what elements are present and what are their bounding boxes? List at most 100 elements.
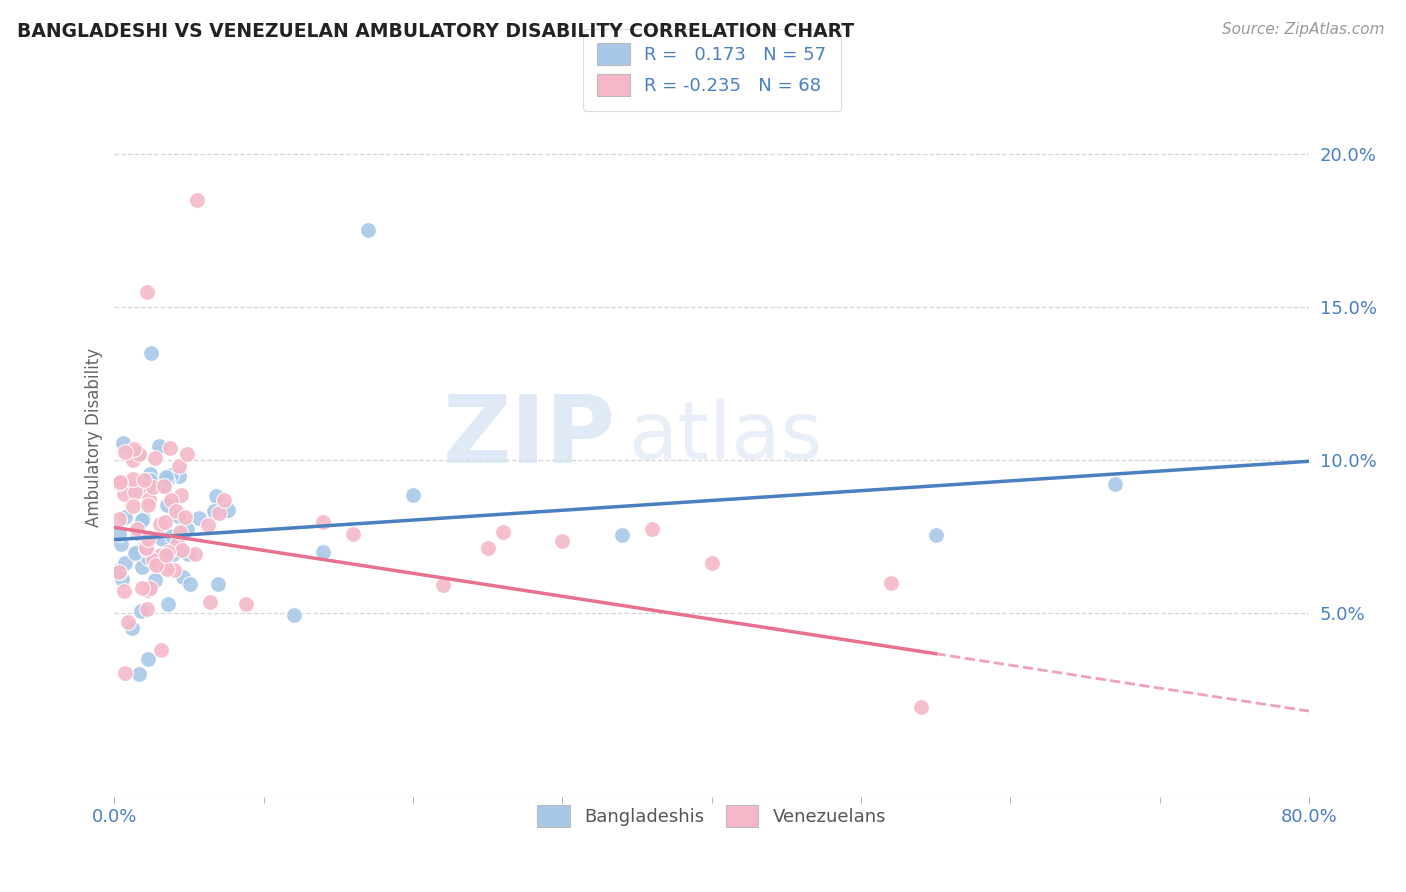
Point (187, 511, 209, 525)
Point (491, 524, 513, 539)
Point (143, 554, 166, 568)
Point (910, 700, 932, 714)
Point (207, 577, 229, 591)
Point (202, 504, 225, 518)
Point (150, 532, 173, 546)
Point (112, 486, 135, 500)
Point (136, 550, 159, 565)
Point (342, 526, 364, 541)
Point (108, 475, 131, 489)
Point (110, 536, 132, 550)
Point (149, 517, 172, 532)
Point (131, 542, 153, 557)
Point (551, 534, 574, 549)
Point (135, 541, 157, 555)
Point (131, 560, 153, 574)
Point (143, 573, 166, 587)
Point (139, 467, 162, 482)
Point (165, 503, 187, 517)
Point (156, 545, 179, 559)
Point (155, 498, 177, 512)
Point (136, 498, 159, 512)
Point (122, 472, 145, 486)
Point (160, 493, 183, 508)
Point (156, 473, 179, 487)
Point (217, 503, 239, 517)
Point (150, 549, 173, 563)
Text: ZIP: ZIP (443, 391, 616, 483)
Point (111, 572, 134, 586)
Point (121, 621, 143, 635)
Point (1104, 476, 1126, 491)
Point (186, 193, 208, 207)
Point (641, 522, 664, 536)
Point (125, 522, 148, 536)
Point (169, 468, 191, 483)
Point (108, 565, 131, 579)
Point (174, 509, 197, 524)
Point (432, 578, 454, 592)
Point (212, 492, 235, 507)
Point (108, 565, 131, 579)
Point (312, 515, 335, 529)
Point (357, 223, 380, 237)
Point (172, 569, 194, 583)
Point (155, 548, 177, 562)
Point (145, 558, 167, 572)
Point (136, 285, 159, 299)
Point (131, 581, 153, 595)
Point (162, 547, 184, 561)
Point (121, 452, 143, 467)
Point (112, 584, 135, 599)
Point (179, 577, 201, 591)
Point (208, 506, 231, 520)
Point (108, 527, 131, 541)
Point (117, 615, 139, 629)
Text: atlas: atlas (628, 398, 823, 476)
Point (139, 581, 162, 595)
Point (198, 595, 221, 609)
Point (136, 652, 159, 666)
Point (610, 528, 633, 542)
Point (135, 602, 157, 616)
Point (114, 509, 136, 524)
Point (157, 597, 180, 611)
Point (176, 447, 198, 461)
Point (170, 488, 193, 502)
Point (108, 563, 131, 577)
Y-axis label: Ambulatory Disability: Ambulatory Disability (86, 348, 103, 526)
Point (114, 444, 136, 458)
Point (159, 441, 181, 455)
Point (152, 479, 174, 493)
Point (176, 522, 198, 536)
Point (235, 597, 257, 611)
Point (111, 436, 134, 450)
Point (131, 510, 153, 524)
Point (108, 512, 131, 526)
Point (143, 451, 166, 466)
Point (172, 543, 194, 558)
Point (177, 547, 200, 561)
Point (138, 532, 160, 546)
Point (132, 510, 155, 524)
Point (114, 666, 136, 681)
Point (166, 537, 188, 551)
Point (124, 484, 146, 499)
Point (283, 607, 305, 622)
Point (312, 544, 335, 558)
Point (122, 482, 145, 496)
Point (700, 556, 723, 570)
Point (128, 667, 150, 681)
Point (122, 500, 145, 514)
Point (125, 544, 148, 558)
Point (169, 525, 191, 540)
Point (139, 346, 162, 360)
Point (125, 525, 148, 540)
Point (163, 563, 186, 577)
Text: Source: ZipAtlas.com: Source: ZipAtlas.com (1222, 22, 1385, 37)
Point (149, 642, 172, 657)
Point (124, 546, 146, 560)
Point (153, 516, 176, 530)
Point (880, 575, 903, 590)
Point (141, 553, 163, 567)
